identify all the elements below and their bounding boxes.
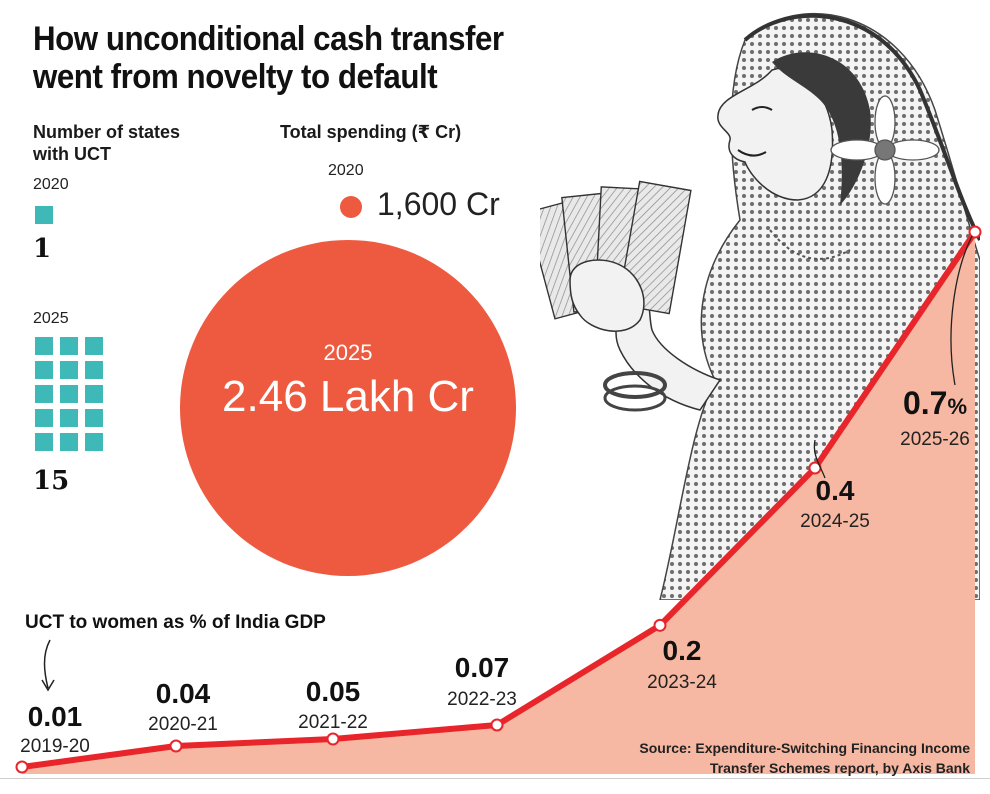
gdp-point-2022-23 [490, 718, 504, 732]
states-heading: Number of states with UCT [33, 122, 181, 164]
state-square [60, 337, 78, 355]
gdp-value-label: 0.04 [156, 678, 211, 709]
source-note: Source: Expenditure-Switching Financing … [639, 738, 970, 778]
state-square [60, 409, 78, 427]
state-square [35, 385, 53, 403]
spending-value-2025: 2.46 Lakh Cr [222, 372, 474, 421]
state-square [35, 206, 53, 224]
gdp-point-2023-24 [653, 618, 667, 632]
source-line-1: Source: Expenditure-Switching Financing … [639, 740, 970, 756]
state-square [85, 409, 103, 427]
state-square [85, 433, 103, 451]
spending-value-2020: 1,600 Cr [377, 186, 500, 222]
state-square [85, 361, 103, 379]
gdp-points-layer [15, 225, 982, 774]
gdp-category-label: 2019-20 [20, 736, 90, 757]
state-square [60, 433, 78, 451]
gdp-category-label: 2025-26 [900, 429, 970, 450]
gdp-point-2021-22 [326, 732, 340, 746]
leader-line [813, 439, 826, 479]
state-square [60, 385, 78, 403]
state-square [85, 385, 103, 403]
gdp-point-2019-20 [15, 760, 29, 774]
state-square [35, 337, 53, 355]
spending-bubble-2020 [340, 196, 362, 218]
states-year-2025: 2025 [33, 310, 69, 327]
gdp-value-label: 0.07 [455, 652, 510, 683]
bottom-divider [0, 778, 990, 779]
states-count-2020: 1 [33, 234, 52, 264]
gdp-category-label: 2020-21 [148, 714, 218, 735]
gdp-value-label: 0.05 [306, 676, 361, 707]
state-square [60, 361, 78, 379]
gdp-category-label: 2021-22 [298, 712, 368, 733]
annotation-arrow-icon [41, 639, 55, 692]
gdp-value-label: 0.01 [28, 701, 83, 732]
state-square [35, 433, 53, 451]
spending-heading: Total spending (₹ Cr) [280, 122, 462, 142]
gdp-category-label: 2023-24 [647, 672, 717, 693]
spending-year-2025: 2025 [323, 340, 373, 365]
source-line-2: Transfer Schemes report, by Axis Bank [709, 760, 970, 776]
gdp-chart-label: UCT to women as % of India GDP [25, 612, 326, 633]
states-year-2020: 2020 [33, 176, 69, 193]
gdp-value-label: 0.4 [816, 475, 855, 506]
state-square [85, 337, 103, 355]
gdp-point-2020-21 [169, 739, 183, 753]
gdp-category-label: 2024-25 [800, 511, 870, 532]
chart-title: How unconditional cash transfer went fro… [33, 20, 504, 96]
spending-year-2020: 2020 [328, 162, 364, 179]
states-count-2025: 15 [33, 466, 70, 496]
state-square [35, 361, 53, 379]
gdp-value-label: 0.2 [663, 635, 702, 666]
state-square [35, 409, 53, 427]
gdp-labels-layer: 0.01 2019-20 0.04 2020-21 0.05 2021-22 0.07 202… [20, 235, 973, 757]
gdp-category-label: 2022-23 [447, 689, 517, 710]
spending-bubble-2025: 2025 2.46 Lakh Cr [180, 240, 516, 576]
leader-line [950, 235, 973, 386]
gdp-area-fill [22, 232, 975, 774]
gdp-point-2025-26 [968, 225, 982, 239]
